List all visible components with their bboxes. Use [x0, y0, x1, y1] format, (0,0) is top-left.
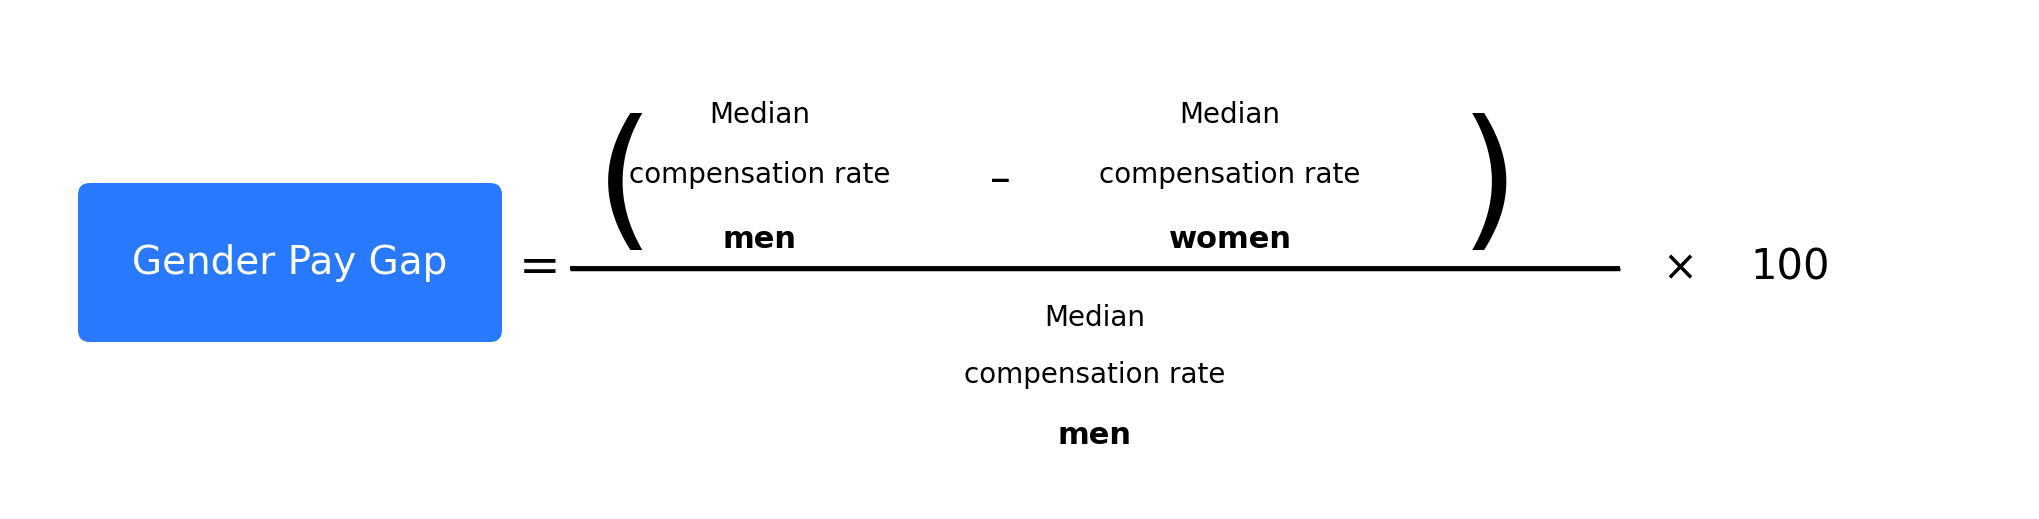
Text: compensation rate: compensation rate [964, 361, 1225, 389]
Text: men: men [722, 225, 797, 254]
Text: Gender Pay Gap: Gender Pay Gap [133, 243, 447, 281]
Text: compensation rate: compensation rate [1099, 161, 1360, 189]
Text: Median: Median [710, 101, 809, 129]
Text: (: ( [595, 113, 655, 262]
Text: men: men [1058, 420, 1132, 449]
Text: women: women [1168, 225, 1291, 254]
Text: –: – [989, 159, 1009, 201]
Text: Median: Median [1044, 304, 1146, 332]
Text: ×: × [1662, 247, 1696, 289]
Text: 100: 100 [1749, 247, 1829, 289]
Text: ): ) [1460, 113, 1519, 262]
Text: =: = [518, 244, 561, 292]
Text: compensation rate: compensation rate [628, 161, 891, 189]
Text: Median: Median [1179, 101, 1280, 129]
